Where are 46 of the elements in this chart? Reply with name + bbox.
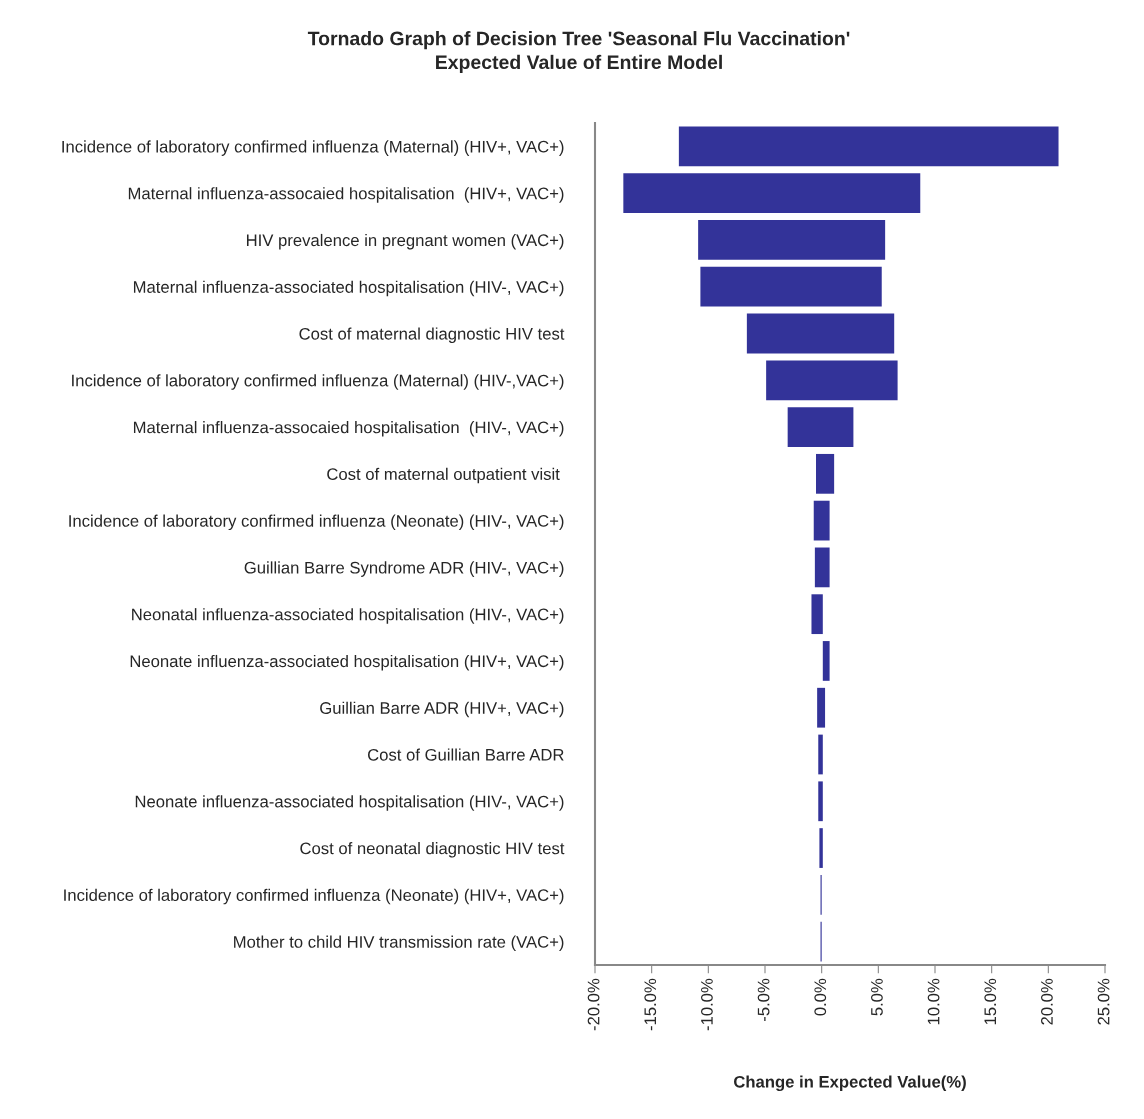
bar <box>822 641 830 681</box>
x-axis-title: Change in Expected Value(%) <box>734 1075 966 1092</box>
bar <box>814 547 830 588</box>
bar <box>698 220 886 260</box>
x-tick-label: 25.0% <box>1097 978 1110 1025</box>
y-tick-label: Neonatal influenza-associated hospitalisation (HIV-, VAC+) <box>132 608 564 624</box>
y-tick-label: Cost of neonatal diagnostic HIV test <box>300 842 565 858</box>
bar <box>787 407 854 447</box>
y-tick-label: Cost of maternal outpatient visit <box>327 467 560 484</box>
y-tick-label: Neonate influenza-associated hospitalisation (HIV+, VAC+) <box>130 654 564 671</box>
bar <box>700 266 882 307</box>
y-tick-label: Neonate influenza-associated hospitalisation (HIV-, VAC+) <box>135 795 564 811</box>
x-tick-label: -5.0% <box>757 978 770 1021</box>
x-tick-label: 10.0% <box>927 978 940 1025</box>
y-tick-label: Maternal influenza-assocaied hospitalisation (HIV+, VAC+) <box>128 187 564 203</box>
bar <box>818 734 823 775</box>
bar <box>678 126 1059 167</box>
y-tick-label: Maternal influenza-associated hospitalisation (HIV-, VAC+) <box>133 280 564 297</box>
y-tick-label: HIV prevalence in pregnant women (VAC+) <box>246 233 564 250</box>
bar <box>813 500 830 541</box>
bar <box>816 453 835 494</box>
y-tick-label: Incidence of laboratory confirmed influenza (Maternal) (HIV-,VAC+) <box>72 374 564 390</box>
x-tick-label: 15.0% <box>984 978 997 1025</box>
x-tick-label: 0.0% <box>814 978 827 1016</box>
y-tick-label: Cost of maternal diagnostic HIV test <box>299 327 565 343</box>
y-tick-label: Incidence of laboratory confirmed influenza (Neonate) (HIV+, VAC+) <box>64 888 564 905</box>
y-tick-label: Cost of Guillian Barre ADR <box>368 748 564 761</box>
y-tick-label: Incidence of laboratory confirmed influenza (Maternal) (HIV+, VAC+) <box>62 140 564 156</box>
bar <box>811 594 823 635</box>
y-tick-label: Incidence of laboratory confirmed influenza (Neonate) (HIV-, VAC+) <box>69 514 564 531</box>
bar <box>746 313 895 354</box>
bar <box>818 781 823 822</box>
x-tick-label: 20.0% <box>1041 978 1053 1025</box>
chart-title: Tornado Graph of Decision Tree 'Seasonal Flu Vaccination' Expected Value of Entire Model <box>307 31 850 73</box>
bar <box>817 687 826 728</box>
y-tick-label: Maternal influenza-assocaied hospitalisation (HIV-, VAC+) <box>133 421 564 437</box>
x-tick-label: -15.0% <box>644 978 657 1031</box>
y-tick-label: Mother to child HIV transmission rate (VAC+) <box>234 935 564 952</box>
x-tick-label: 5.0% <box>871 978 883 1016</box>
x-tick-label: -10.0% <box>701 978 713 1031</box>
y-tick-label: Guillian Barre ADR (HIV+, VAC+) <box>320 701 564 718</box>
bar <box>819 828 823 868</box>
x-tick-label: -20.0% <box>587 978 600 1031</box>
y-tick-label: Guillian Barre Syndrome ADR (HIV-, VAC+) <box>244 561 564 577</box>
bar <box>623 173 921 214</box>
bar <box>766 360 898 401</box>
